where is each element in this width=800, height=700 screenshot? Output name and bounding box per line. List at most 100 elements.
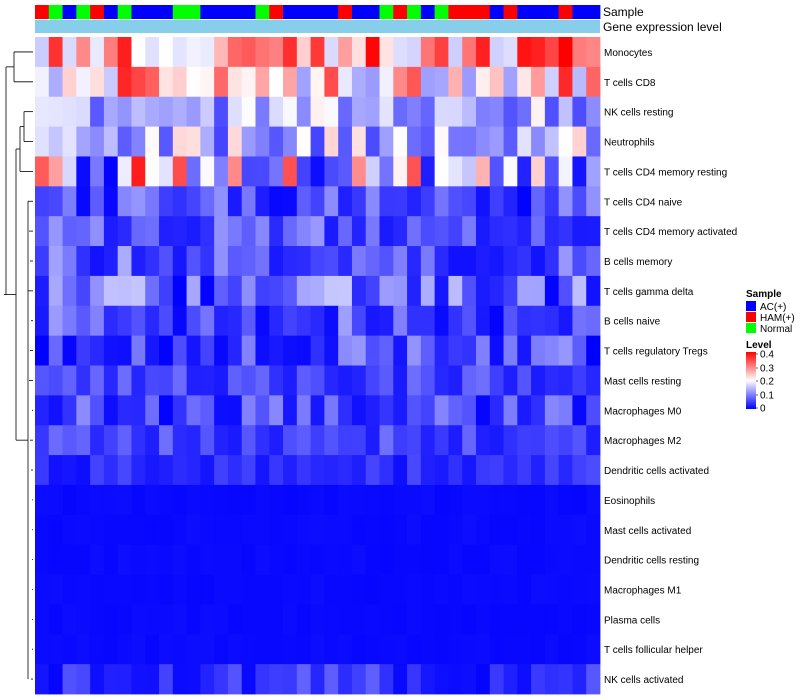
heatmap-cell bbox=[365, 156, 380, 187]
heatmap-cell bbox=[283, 574, 298, 605]
heatmap-cell bbox=[186, 216, 201, 247]
sample-annotation-cell bbox=[214, 5, 229, 19]
heatmap-cell bbox=[393, 425, 408, 456]
heatmap-cell bbox=[172, 216, 187, 247]
sample-annotation-cell bbox=[117, 5, 132, 19]
heatmap-cell bbox=[159, 455, 174, 486]
heatmap-cell bbox=[324, 634, 339, 665]
heatmap-cell bbox=[159, 425, 174, 456]
heatmap-cell bbox=[586, 186, 601, 217]
heatmap-cell bbox=[420, 604, 436, 635]
heatmap-cell bbox=[324, 216, 339, 247]
heatmap-cell bbox=[586, 425, 601, 456]
heatmap-cell bbox=[586, 514, 601, 546]
heatmap-cell bbox=[572, 275, 587, 307]
heatmap-cell bbox=[186, 634, 201, 665]
heatmap-cell bbox=[48, 186, 63, 217]
heatmap-cell bbox=[269, 544, 284, 575]
heatmap-cell bbox=[227, 365, 243, 396]
heatmap-cell bbox=[517, 604, 532, 635]
heatmap-cell bbox=[283, 395, 298, 426]
heatmap-cell bbox=[434, 425, 449, 456]
heatmap-cell bbox=[407, 544, 422, 575]
heatmap-cell bbox=[269, 37, 284, 68]
heatmap-cell bbox=[503, 425, 518, 456]
heatmap-cell bbox=[558, 514, 573, 546]
heatmap-cell bbox=[503, 37, 518, 68]
heatmap-cell bbox=[462, 246, 477, 277]
sample-annotation-cell bbox=[489, 5, 504, 19]
heatmap-cell bbox=[90, 455, 105, 486]
heatmap-cell bbox=[35, 96, 50, 127]
row-label: B cells memory bbox=[604, 257, 672, 268]
heatmap-cell bbox=[351, 365, 367, 396]
heatmap-cell bbox=[393, 186, 408, 217]
heatmap-cell bbox=[310, 37, 325, 68]
heatmap-cell bbox=[76, 484, 91, 516]
heatmap-cell bbox=[475, 544, 491, 575]
heatmap-cell bbox=[241, 455, 256, 486]
heatmap-cell bbox=[241, 664, 256, 695]
heatmap-cell bbox=[76, 604, 91, 635]
heatmap-cell bbox=[338, 37, 353, 68]
heatmap-cell bbox=[365, 425, 380, 456]
heatmap-cell bbox=[90, 664, 105, 695]
heatmap-cell bbox=[103, 574, 119, 605]
heatmap-cell bbox=[131, 96, 146, 127]
heatmap-cell bbox=[489, 66, 504, 98]
heatmap-cell bbox=[544, 126, 560, 157]
heatmap-cell bbox=[255, 216, 270, 247]
heatmap-cell bbox=[365, 574, 380, 605]
heatmap-cell bbox=[489, 186, 504, 217]
heatmap-cell bbox=[558, 66, 573, 98]
heatmap-cell bbox=[283, 66, 298, 98]
heatmap-cell bbox=[324, 246, 339, 277]
heatmap-cell bbox=[159, 634, 174, 665]
heatmap-cell bbox=[365, 395, 380, 426]
heatmap-cell bbox=[393, 156, 408, 187]
sample-legend-label: AC(+) bbox=[760, 302, 786, 313]
heatmap-cell bbox=[90, 335, 105, 366]
heatmap-cell bbox=[434, 275, 449, 307]
heatmap-cell bbox=[241, 156, 256, 187]
heatmap-cell bbox=[503, 66, 518, 98]
heatmap-cell bbox=[227, 455, 243, 486]
heatmap-cell bbox=[462, 604, 477, 635]
heatmap-cell bbox=[475, 365, 491, 396]
heatmap-cell bbox=[227, 634, 243, 665]
heatmap-cell bbox=[475, 37, 491, 68]
heatmap-cell bbox=[90, 246, 105, 277]
heatmap-cell bbox=[117, 664, 132, 695]
heatmap-cell bbox=[586, 96, 601, 127]
heatmap-cell bbox=[200, 634, 215, 665]
heatmap-cell bbox=[35, 544, 50, 575]
heatmap-cell bbox=[544, 96, 560, 127]
level-legend: Level 0.4 0.3 0.2 0.1 0 bbox=[746, 340, 774, 415]
heatmap-cell bbox=[172, 514, 187, 546]
heatmap-cell bbox=[517, 37, 532, 68]
heatmap-cell bbox=[186, 574, 201, 605]
heatmap-cell bbox=[310, 96, 325, 127]
heatmap-cell bbox=[159, 66, 174, 98]
heatmap-cell bbox=[76, 246, 91, 277]
heatmap-cell bbox=[172, 96, 187, 127]
heatmap-cell bbox=[351, 246, 367, 277]
heatmap-cell bbox=[200, 156, 215, 187]
heatmap-cell bbox=[255, 425, 270, 456]
heatmap-cell bbox=[200, 604, 215, 635]
heatmap-cell bbox=[227, 664, 243, 695]
heatmap-cell bbox=[558, 335, 573, 366]
heatmap-cell bbox=[407, 425, 422, 456]
heatmap-cell bbox=[117, 186, 132, 217]
heatmap-cell bbox=[159, 275, 174, 307]
heatmap-cell bbox=[131, 664, 146, 695]
heatmap-cell bbox=[531, 634, 546, 665]
heatmap-cell bbox=[531, 335, 546, 366]
heatmap-cell bbox=[90, 216, 105, 247]
heatmap-cell bbox=[379, 425, 394, 456]
heatmap-cell bbox=[558, 455, 573, 486]
heatmap-cell bbox=[103, 425, 119, 456]
heatmap-cell bbox=[131, 365, 146, 396]
heatmap-cell bbox=[475, 455, 491, 486]
heatmap-cell bbox=[310, 335, 325, 366]
